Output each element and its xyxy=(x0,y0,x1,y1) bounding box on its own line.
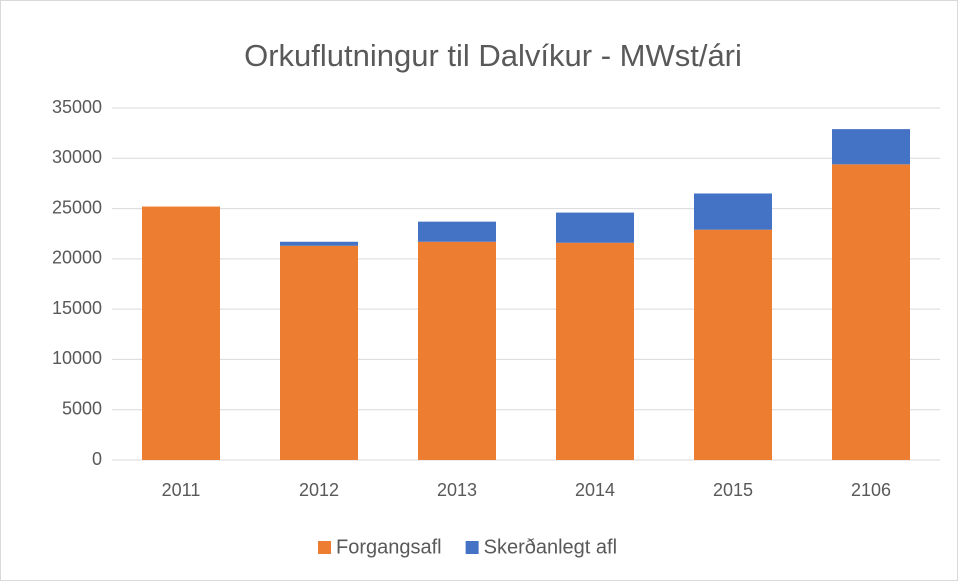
y-tick-label: 5000 xyxy=(62,398,102,418)
x-tick-label: 2015 xyxy=(713,480,753,500)
legend-swatch xyxy=(465,541,479,554)
bar-segment xyxy=(694,193,772,230)
x-tick-label: 2106 xyxy=(851,480,891,500)
y-tick-label: 20000 xyxy=(52,248,102,268)
bar-segment xyxy=(694,229,772,460)
legend-label: Forgangsafl xyxy=(336,536,442,558)
y-tick-label: 25000 xyxy=(52,197,102,217)
bar-segment xyxy=(832,164,910,460)
y-tick-label: 10000 xyxy=(52,348,102,368)
legend-swatch xyxy=(318,541,331,554)
chart-title: Orkuflutningur til Dalvíkur - MWst/ári xyxy=(244,38,742,73)
y-tick-label: 15000 xyxy=(52,298,102,318)
x-tick-label: 2012 xyxy=(299,480,339,500)
bar-segment xyxy=(556,242,634,460)
bar-segment xyxy=(280,241,358,246)
bar-segment xyxy=(280,245,358,460)
bar-segment xyxy=(418,241,496,460)
bar-segment xyxy=(832,129,910,165)
y-tick-label: 30000 xyxy=(52,147,102,167)
bar-segment xyxy=(556,212,634,243)
legend-label: Skerðanlegt afl xyxy=(484,536,617,558)
bar-segment xyxy=(142,206,220,460)
x-tick-label: 2011 xyxy=(162,480,201,500)
y-tick-label: 0 xyxy=(92,449,102,469)
y-tick-label: 35000 xyxy=(52,97,102,117)
x-tick-label: 2014 xyxy=(575,480,615,500)
x-tick-label: 2013 xyxy=(437,480,477,500)
bar-segment xyxy=(418,221,496,242)
